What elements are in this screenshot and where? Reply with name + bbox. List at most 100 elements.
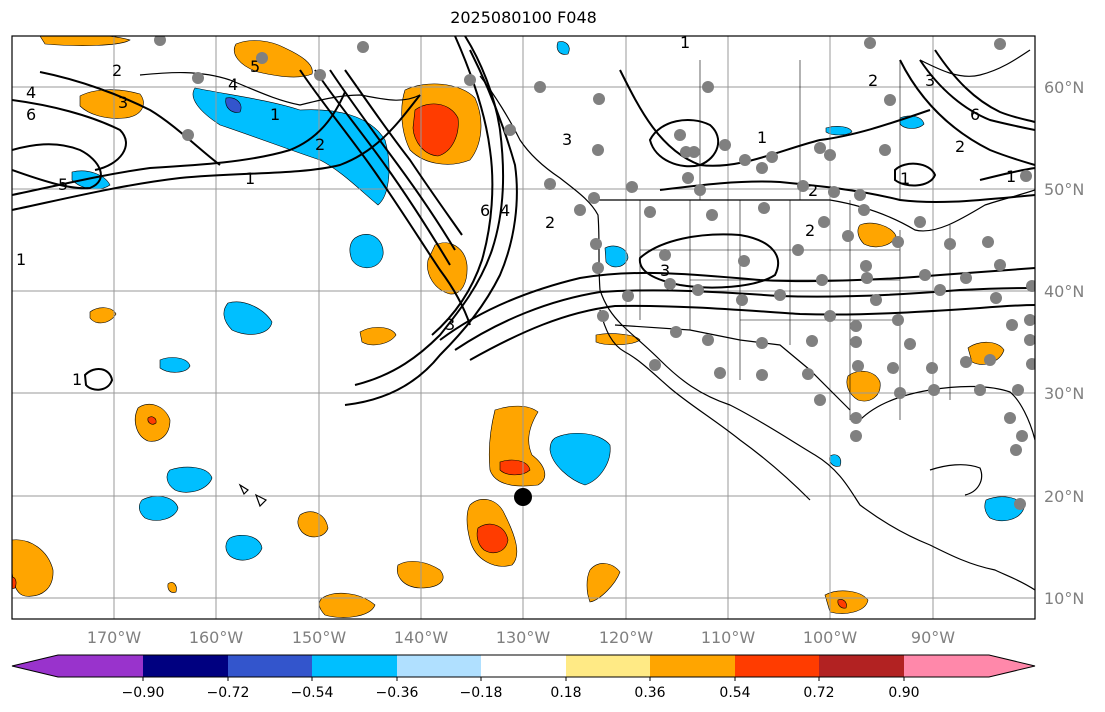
contour-label: 2: [808, 181, 818, 200]
north-america-coast: [479, 75, 1035, 591]
contour-6a: [12, 99, 127, 171]
contour-label: 2: [805, 221, 815, 240]
colorbar-tick-label: 0.90: [888, 685, 919, 701]
colorbar-segment: [904, 655, 989, 677]
colorbar-extend-max: [989, 655, 1035, 677]
neg-anomaly-alaska-core: [225, 97, 242, 113]
colorbar-segment: [228, 655, 312, 677]
gridlines: [12, 36, 1035, 619]
contour-label: 1: [245, 169, 255, 188]
contour-label: 4: [500, 201, 510, 220]
colorbar-tick-label: 0.18: [550, 685, 581, 701]
lat-label: 40°N: [1044, 282, 1084, 301]
lon-label: 90°W: [911, 628, 955, 647]
neg-anomaly-9: [604, 245, 629, 268]
contour-label: 2: [315, 135, 325, 154]
lon-label: 140°W: [394, 628, 449, 647]
colorbar-tick-label: −0.90: [122, 685, 165, 701]
lon-label: 170°W: [87, 628, 142, 647]
colorbar-tick-label: −0.72: [207, 685, 250, 701]
contour-label: 2: [868, 71, 878, 90]
contour-2-ne: [899, 59, 1035, 166]
contour-ridge-2: [354, 36, 505, 386]
pos-anomaly-15: [586, 563, 621, 603]
colorbar-tick-label: 0.72: [803, 685, 834, 701]
contour-label: 3: [118, 93, 128, 112]
contour-6-ne: [919, 59, 1035, 131]
colorbar-tick-label: −0.36: [376, 685, 419, 701]
colorbar-segment: [58, 655, 143, 677]
map-title: 2025080100 F048: [450, 8, 597, 27]
contour-label: 1: [680, 33, 690, 52]
contour-label: 3: [562, 130, 572, 149]
neg-anomaly-7: [549, 432, 611, 486]
gulf-coast: [859, 385, 1035, 441]
shaded-anomalies: [12, 36, 1025, 618]
contour-label: 6: [480, 201, 490, 220]
station-dots: [154, 36, 1035, 510]
contour-ridge-4: [299, 69, 471, 326]
lon-label: 110°W: [701, 628, 756, 647]
pos-anomaly-18: [846, 370, 881, 402]
colorbar-extend-min: [12, 655, 58, 677]
pos-anomaly-8-core: [12, 576, 17, 589]
pos-anomaly-17: [857, 222, 897, 248]
contour-ridge-5: [314, 69, 451, 266]
contour-ridge-1: [344, 49, 518, 406]
contour-label: 2: [955, 137, 965, 156]
colorbar-segment: [481, 655, 566, 677]
neg-anomaly-8: [71, 170, 111, 190]
lat-label: 60°N: [1044, 78, 1084, 97]
yucatan: [929, 464, 983, 496]
contour-label: 3: [925, 71, 935, 90]
contour-ridge-3: [431, 36, 494, 336]
pos-anomaly-12: [359, 327, 397, 346]
neg-anomaly-3: [159, 357, 191, 373]
pos-anomaly-13: [89, 307, 117, 324]
contour-us-3: [469, 304, 1035, 361]
pos-anomaly-7-core: [476, 524, 509, 553]
mexico-west-coast: [599, 309, 811, 501]
contour-label: 1: [270, 105, 280, 124]
pos-anomaly-16: [824, 590, 869, 614]
neg-anomaly-gulf-of-alaska: [192, 87, 390, 206]
lon-label: 150°W: [292, 628, 347, 647]
contour-ridge-6: [329, 69, 456, 251]
neg-anomaly-2: [223, 301, 273, 335]
colorbar-segment: [735, 655, 819, 677]
contour-5a: [12, 143, 102, 190]
contour-ridge-7: [344, 69, 463, 236]
lat-axis: 60°N 50°N 40°N 30°N 20°N 10°N: [1044, 78, 1084, 608]
contour-label: 1: [900, 169, 910, 188]
contour-label: 3: [660, 261, 670, 280]
colorbar-segment: [397, 655, 481, 677]
lat-label: 30°N: [1044, 384, 1084, 403]
lat-label: 20°N: [1044, 487, 1084, 506]
contour-us-2: [454, 287, 1035, 351]
contour-3a: [39, 71, 221, 166]
contour-2a: [12, 91, 346, 196]
contour-1-ne: [979, 167, 1035, 181]
pos-anomaly-5-core: [147, 416, 157, 425]
pos-anomaly-3: [234, 40, 313, 78]
map-content: 2 3 4 6 5 1 4 5 1 2 3 6 4 2 3 1 1 2 2 3 …: [12, 33, 1035, 619]
colorbar-tick-label: −0.54: [291, 685, 334, 701]
contour-label: 1: [72, 370, 82, 389]
colorbar-tick-label: −0.18: [460, 685, 503, 701]
contour-label: 1: [1006, 167, 1016, 186]
contour-2-north: [659, 180, 1035, 204]
hawaii-2: [254, 493, 268, 508]
colorbar-segment: [650, 655, 735, 677]
colorbar-outline: [11, 654, 1036, 678]
contour-label: 5: [250, 57, 260, 76]
colorbar-segment: [312, 655, 397, 677]
contour-loop-2: [83, 368, 114, 391]
contour-label: 6: [26, 105, 36, 124]
colorbar: −0.90 −0.72 −0.54 −0.36 −0.18 0.18 0.36 …: [11, 654, 1036, 701]
lon-label: 130°W: [496, 628, 551, 647]
lat-label: 10°N: [1044, 589, 1084, 608]
pos-anomaly-yukon-core: [412, 103, 459, 157]
pos-anomaly-10: [397, 561, 444, 589]
colorbar-segment: [143, 655, 228, 677]
